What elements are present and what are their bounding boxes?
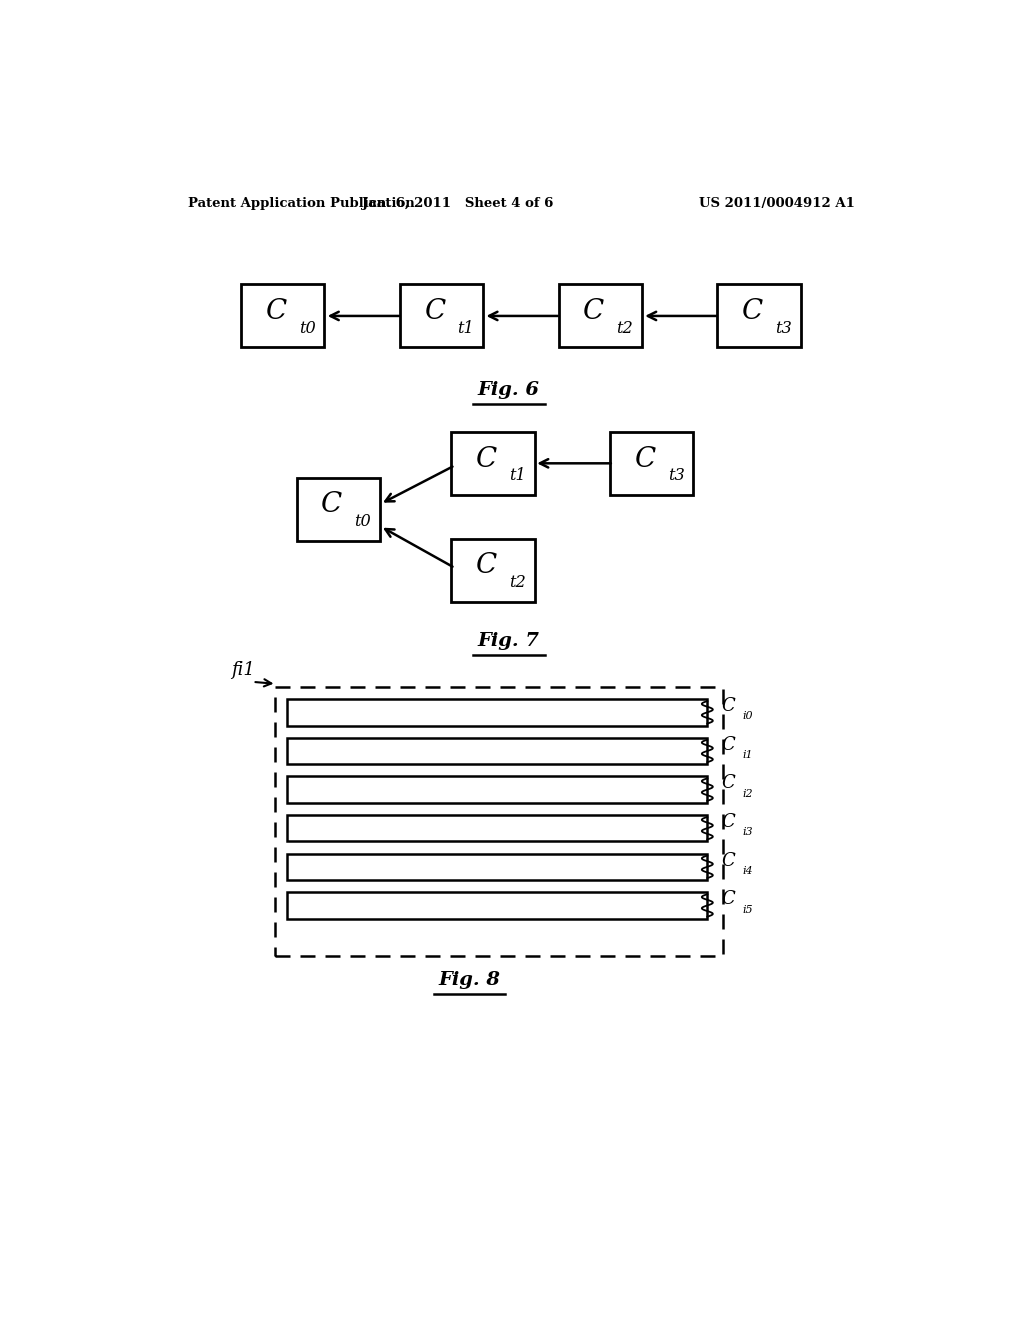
Text: C: C (635, 446, 656, 473)
Text: C: C (322, 491, 343, 519)
Text: C: C (721, 697, 735, 715)
Text: Jan. 6, 2011   Sheet 4 of 6: Jan. 6, 2011 Sheet 4 of 6 (361, 197, 553, 210)
Text: C: C (425, 298, 445, 325)
Text: i3: i3 (742, 828, 753, 837)
Text: C: C (721, 813, 735, 832)
Bar (610, 432, 693, 495)
Text: i1: i1 (742, 750, 753, 760)
Text: t2: t2 (509, 574, 525, 591)
Text: C: C (266, 298, 287, 325)
Text: C: C (742, 298, 763, 325)
Bar (287, 738, 708, 764)
Text: C: C (721, 775, 735, 792)
Text: US 2011/0004912 A1: US 2011/0004912 A1 (699, 197, 855, 210)
Bar (274, 686, 723, 956)
Bar (287, 892, 708, 919)
Bar (717, 284, 801, 347)
Bar (287, 700, 708, 726)
Text: C: C (584, 298, 604, 325)
Text: Fig. 6: Fig. 6 (478, 381, 540, 399)
Bar (399, 284, 483, 347)
Text: C: C (476, 553, 498, 579)
Text: t1: t1 (509, 467, 525, 484)
Text: t1: t1 (458, 319, 474, 337)
Text: i0: i0 (742, 711, 753, 722)
Text: Patent Application Publication: Patent Application Publication (187, 197, 415, 210)
Text: t0: t0 (299, 319, 315, 337)
Bar (287, 814, 708, 841)
Bar (287, 776, 708, 803)
Text: i4: i4 (742, 866, 753, 876)
Text: C: C (721, 891, 735, 908)
Text: C: C (721, 851, 735, 870)
Text: i2: i2 (742, 788, 753, 799)
Bar (241, 284, 325, 347)
Text: Fig. 8: Fig. 8 (438, 970, 501, 989)
Text: i5: i5 (742, 904, 753, 915)
Bar (287, 854, 708, 880)
Text: Fig. 7: Fig. 7 (478, 632, 540, 651)
Text: t3: t3 (668, 467, 684, 484)
Text: C: C (721, 735, 735, 754)
Bar (558, 284, 642, 347)
Text: t0: t0 (354, 512, 371, 529)
Bar (452, 432, 535, 495)
Text: t2: t2 (616, 319, 633, 337)
Bar (452, 539, 535, 602)
Text: fi1: fi1 (231, 660, 255, 678)
Text: C: C (476, 446, 498, 473)
Text: t3: t3 (775, 319, 792, 337)
Bar (297, 478, 380, 541)
